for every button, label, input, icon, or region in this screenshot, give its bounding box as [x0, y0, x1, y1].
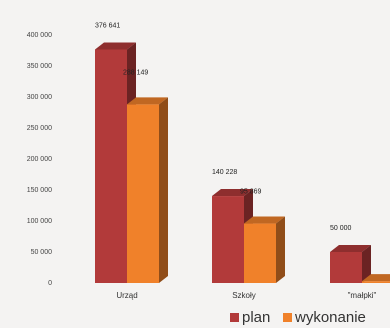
- bar-front: [362, 281, 390, 283]
- data-label-wykonanie: 288 149: [123, 69, 148, 76]
- bar-wykonanie: [244, 216, 285, 283]
- bar-top: [212, 189, 253, 197]
- bar-top: [244, 216, 285, 224]
- category-label: Szkoły: [232, 291, 256, 300]
- y-tick-label: 400 000: [27, 32, 52, 39]
- y-tick-label: 0: [48, 280, 52, 287]
- bar-top: [330, 245, 371, 252]
- bar-side: [276, 216, 285, 283]
- y-tick-label: 100 000: [27, 218, 52, 225]
- data-labels: 376 641 288 149 140 228 95 869 50 000: [95, 22, 352, 232]
- y-tick-label: 300 000: [27, 94, 52, 101]
- bar-top: [362, 274, 390, 282]
- bar-side: [362, 245, 371, 283]
- y-tick-label: 50 000: [31, 249, 53, 256]
- bar-top: [127, 97, 168, 105]
- bar-top: [95, 42, 136, 50]
- bar-front: [95, 49, 127, 284]
- legend: plan wykonanie: [230, 309, 366, 326]
- y-axis: 0 50 000 100 000 150 000 200 000 250 000 300 0…: [27, 32, 52, 287]
- bar-front: [244, 223, 276, 283]
- bars-group: [95, 42, 390, 284]
- legend-swatch: [283, 313, 292, 322]
- data-label-wykonanie: 95 869: [240, 189, 262, 196]
- bar-front: [127, 104, 159, 283]
- y-tick-label: 250 000: [27, 125, 52, 132]
- y-tick-label: 350 000: [27, 63, 52, 70]
- category-label: "małpki": [348, 291, 377, 300]
- bar-front: [212, 196, 244, 283]
- data-label-plan: 50 000: [330, 225, 352, 232]
- legend-label: wykonanie: [294, 309, 366, 326]
- bar-plan: [330, 245, 371, 283]
- data-label-plan: 376 641: [95, 22, 120, 29]
- y-tick-label: 200 000: [27, 156, 52, 163]
- legend-item-wykonanie: wykonanie: [283, 309, 366, 326]
- legend-item-plan: plan: [230, 309, 270, 326]
- data-label-plan: 140 228: [212, 169, 237, 176]
- category-labels: Urząd Szkoły "małpki": [116, 291, 376, 300]
- bar-side: [159, 97, 168, 283]
- legend-label: plan: [242, 309, 270, 326]
- y-tick-label: 150 000: [27, 187, 52, 194]
- category-label: Urząd: [116, 291, 137, 300]
- bar-front: [330, 252, 362, 283]
- legend-swatch: [230, 313, 239, 322]
- bar-wykonanie: [362, 274, 390, 283]
- bar-wykonanie: [127, 97, 168, 283]
